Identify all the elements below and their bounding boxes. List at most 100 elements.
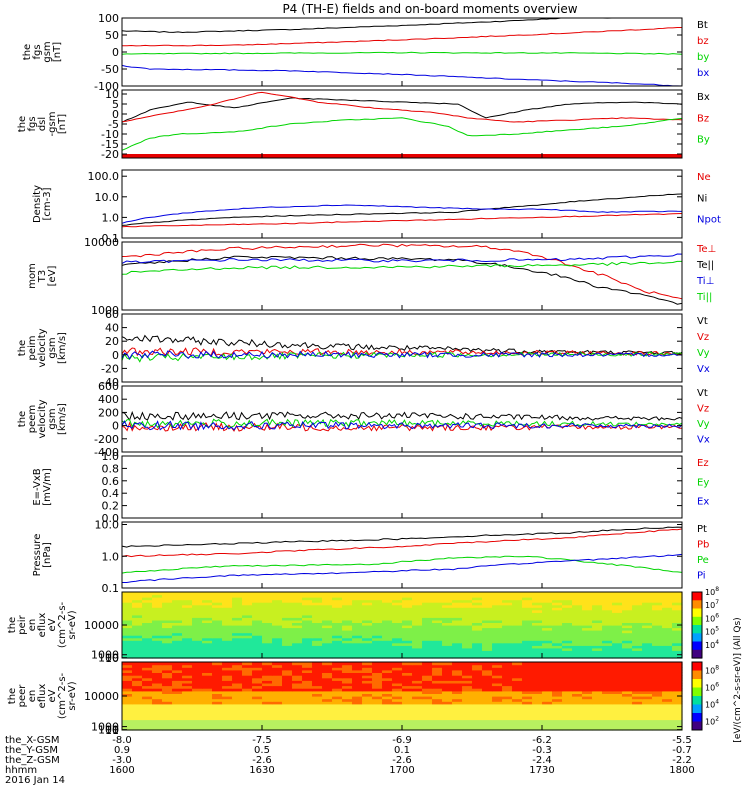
spectrogram-cell <box>292 680 303 684</box>
spectrogram-cell <box>222 701 233 705</box>
spectrogram-cell <box>582 637 593 641</box>
spectrogram-cell <box>592 672 603 676</box>
spectrogram-cell <box>282 612 293 616</box>
spectrogram-cell <box>262 682 273 687</box>
spectrogram-cell <box>522 672 533 676</box>
spectrogram-cell <box>332 690 343 694</box>
spectrogram-cell <box>352 655 363 659</box>
spectrogram-cell <box>652 724 663 728</box>
spectrogram-cell <box>592 685 603 689</box>
spectrogram-cell <box>272 693 283 697</box>
spectrogram-cell <box>132 637 143 641</box>
spectrogram-cell <box>302 632 313 636</box>
y-tick-label: 20 <box>105 335 119 348</box>
spectrogram-cell <box>152 669 163 673</box>
footer-date: 2016 Jan 14 <box>5 775 65 786</box>
spectrogram-cell <box>662 642 673 646</box>
spectrogram-cell <box>542 672 553 676</box>
spectrogram-cell <box>512 594 523 598</box>
spectrogram-cell <box>592 719 603 723</box>
spectrogram-cell <box>602 688 613 692</box>
spectrogram-cell <box>152 701 163 705</box>
spectrogram-cell <box>462 672 473 676</box>
spectrogram-cell <box>652 682 663 687</box>
colorbar-label: [eV/(cm^2-s-sr-eV)] (All Qs) <box>733 617 743 742</box>
spectrogram-cell <box>142 594 153 598</box>
spectrogram-cell <box>252 612 263 616</box>
y-axis-label: thepeimvelocitygsm[km/s] <box>17 328 68 367</box>
spectrogram-cell <box>502 604 513 608</box>
spectrogram-cell <box>222 672 233 676</box>
spectrogram-cell <box>332 637 343 641</box>
spectrogram-cell <box>442 604 453 608</box>
spectrogram-cell <box>222 667 233 671</box>
spectrogram-cell <box>352 647 363 651</box>
series-line-Npot <box>121 204 683 224</box>
spectrogram-cell <box>522 701 533 705</box>
spectrogram-cell <box>512 622 523 626</box>
spectrogram-cell <box>552 637 563 641</box>
series-line-Vt <box>121 334 683 355</box>
spectrogram-cell <box>242 609 253 613</box>
spectrogram-cell <box>532 716 543 721</box>
spectrogram-cell <box>232 637 243 641</box>
spectrogram-cell <box>532 599 543 603</box>
spectrogram-cell <box>312 604 323 608</box>
spectrogram-cell <box>642 594 653 598</box>
spectrogram-peer-spec <box>122 662 683 731</box>
spectrogram-cell <box>142 645 153 649</box>
spectrogram-cell <box>442 630 453 634</box>
spectrogram-cell <box>572 693 583 697</box>
spectrogram-cell <box>482 701 493 705</box>
spectrogram-cell <box>552 667 563 671</box>
spectrogram-cell <box>612 677 623 681</box>
spectrogram-cell <box>502 722 513 726</box>
spectrogram-cell <box>172 711 183 715</box>
spectrogram-cell <box>332 662 343 666</box>
spectrogram-cell <box>542 617 553 621</box>
spectrogram-cell <box>412 635 423 639</box>
spectrogram-cell <box>262 662 273 666</box>
spectrogram-cell <box>262 716 273 721</box>
spectrogram-cell <box>562 592 573 596</box>
spectrogram-cell <box>512 645 523 649</box>
spectrogram-cell <box>122 709 133 713</box>
y-tick-label: 0.8 <box>102 462 120 475</box>
spectrogram-cell <box>222 650 233 654</box>
spectrogram-cell <box>432 701 443 705</box>
spectrogram-cell <box>512 607 523 611</box>
spectrogram-cell <box>622 688 633 692</box>
spectrogram-cell <box>172 709 183 713</box>
spectrogram-cell <box>142 696 153 700</box>
spectrogram-cell <box>202 640 213 644</box>
spectrogram-cell <box>562 672 573 676</box>
spectrogram-cell <box>642 696 653 700</box>
spectrogram-cell <box>392 619 403 623</box>
spectrogram-cell <box>592 682 603 687</box>
spectrogram-cell <box>402 607 413 611</box>
spectrogram-cell <box>192 664 203 668</box>
spectrogram-cell <box>182 599 193 603</box>
legend-Te||: Te|| <box>696 260 714 271</box>
spectrogram-cell <box>262 724 273 728</box>
colorbar-frame <box>691 661 703 731</box>
spectrogram-cell <box>232 724 243 728</box>
spectrogram-cell <box>212 602 223 606</box>
spectrogram-cell <box>142 655 153 659</box>
spectrogram-cell <box>382 655 393 659</box>
spectrogram-cell <box>592 680 603 684</box>
spectrogram-cell <box>312 619 323 623</box>
spectrogram-cell <box>312 711 323 715</box>
spectrogram-cell <box>422 675 433 679</box>
spectrogram-cell <box>492 592 503 596</box>
spectrogram-cell <box>632 594 643 598</box>
spectrogram-cell <box>672 677 683 681</box>
spectrogram-cell <box>322 677 333 681</box>
spectrogram-cell <box>382 701 393 705</box>
spectrogram-cell <box>592 714 603 718</box>
spectrogram-cell <box>382 650 393 654</box>
spectrogram-cell <box>222 652 233 656</box>
spectrogram-cell <box>642 701 653 705</box>
spectrogram-cell <box>572 642 583 646</box>
spectrogram-cell <box>132 667 143 671</box>
